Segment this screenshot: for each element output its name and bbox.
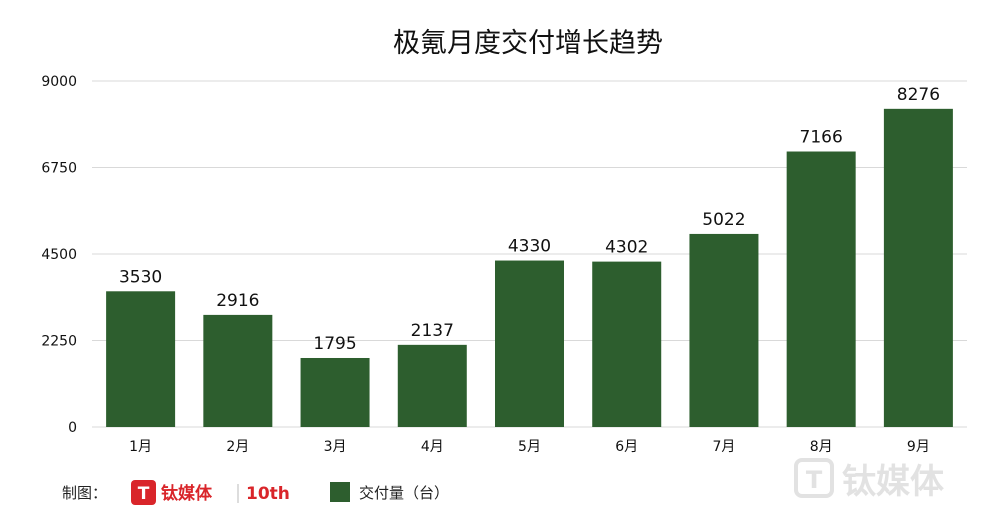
watermark: T 钛媒体 — [794, 458, 944, 502]
logo-brand-text: 钛媒体 — [161, 483, 213, 504]
bar — [397, 344, 467, 427]
svg-text:T: T — [806, 466, 823, 494]
footer: 制图： T 钛媒体 10th 交付量（台） — [62, 480, 449, 505]
credit-label: 制图： — [62, 484, 107, 502]
bar — [300, 357, 370, 427]
data-label: 2137 — [411, 321, 454, 341]
data-label: 7166 — [800, 128, 843, 148]
legend-swatch — [330, 482, 350, 502]
chart-title: 极氪月度交付增长趋势 — [393, 28, 663, 59]
brand-logo: T 钛媒体 10th — [131, 480, 290, 505]
bar — [786, 151, 856, 427]
x-tick-label: 7月 — [712, 439, 735, 455]
bar — [883, 108, 953, 428]
axis-layer: 0 2250 4500 6750 9000 1月 2月 3月 4月 5月 6月 7月 8月 9月 — [41, 74, 929, 455]
y-tick-label: 6750 — [41, 161, 77, 177]
bar — [106, 291, 176, 427]
x-tick-label: 2月 — [226, 439, 249, 455]
data-label: 4302 — [605, 238, 648, 258]
watermark-text: 钛媒体 — [842, 462, 944, 502]
y-tick-label: 4500 — [41, 247, 77, 263]
svg-text:T: T — [138, 484, 150, 504]
data-label: 1795 — [313, 334, 356, 354]
bar-layer — [106, 108, 953, 428]
x-tick-label: 1月 — [129, 439, 152, 455]
y-tick-label: 0 — [68, 420, 77, 436]
x-tick-label: 4月 — [421, 439, 444, 455]
watermark-logo-icon — [794, 458, 834, 498]
logo-mark-icon — [131, 480, 156, 505]
bar — [592, 261, 662, 427]
bar — [689, 233, 759, 427]
legend: 交付量（台） — [330, 482, 449, 502]
legend-label: 交付量（台） — [359, 484, 449, 502]
data-label: 4330 — [508, 237, 551, 257]
data-label: 2916 — [216, 291, 259, 311]
logo-badge-text: 10th — [246, 484, 290, 504]
bar — [203, 314, 273, 427]
x-tick-label: 3月 — [324, 439, 347, 455]
data-label: 3530 — [119, 267, 162, 287]
bar — [495, 260, 564, 427]
label-layer: 3530 2916 1795 2137 4330 4302 5022 7166 8276 — [119, 85, 940, 354]
x-tick-label: 6月 — [615, 439, 638, 455]
y-tick-label: 2250 — [41, 334, 77, 350]
y-tick-label: 9000 — [41, 74, 77, 90]
data-label: 5022 — [702, 210, 745, 230]
x-tick-label: 5月 — [518, 439, 541, 455]
x-tick-label: 8月 — [810, 439, 833, 455]
x-tick-label: 9月 — [907, 439, 930, 455]
data-label: 8276 — [897, 85, 940, 105]
